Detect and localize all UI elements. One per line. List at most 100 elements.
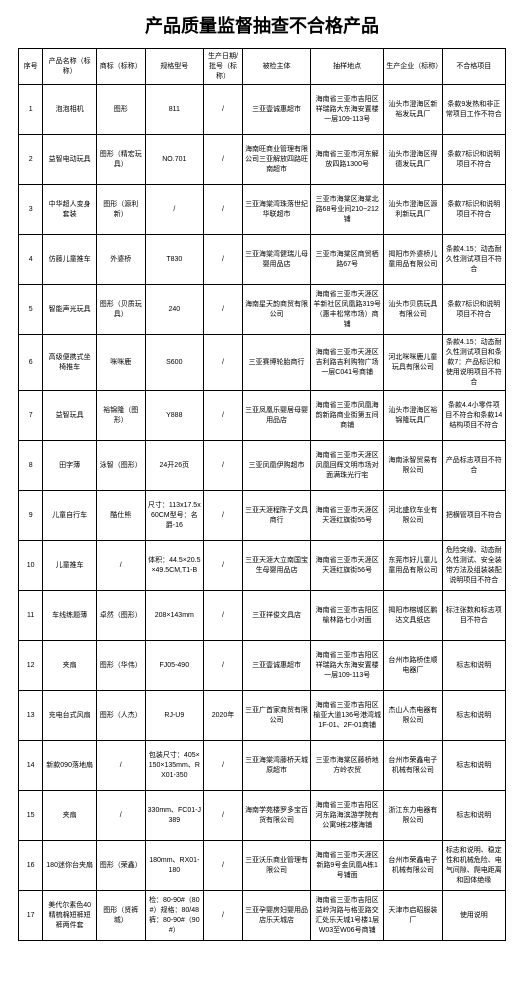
table-cell: 条款4.15：动态耐久性测试项目和条款7：产品标识和使用说明项目不符合 — [442, 335, 505, 391]
table-row: 3中华超人变身套装图形（源利新）//三亚海棠湾珠落世纪华联超市三亚市海棠区海棠北… — [19, 185, 506, 235]
table-cell: 15 — [19, 791, 43, 841]
table-cell: 海南省三亚市吉阳区祥瑞路大东海安置楼一层109-113号 — [311, 641, 384, 691]
table-cell: 汕头市澄海区源利新玩具厂 — [384, 185, 442, 235]
table-cell: 海南泳智贸易有限公司 — [384, 441, 442, 491]
table-cell: 8 — [19, 441, 43, 491]
table-cell: 三亚海棠湾藤桥天城原超市 — [242, 741, 310, 791]
table-cell: 图形（源利新） — [96, 185, 145, 235]
table-cell: FJ05-490 — [145, 641, 203, 691]
table-cell: 检：80-90#（80#）规格：80/48裤：80-90#（90#） — [145, 891, 203, 941]
table-cell: 图形（荣鑫） — [96, 841, 145, 891]
table-cell: 酷仕熊 — [96, 491, 145, 541]
table-cell: / — [204, 591, 243, 641]
table-cell: 台州市荣鑫电子机械有限公司 — [384, 841, 442, 891]
table-cell: 海南省三亚市天涯区新路9号金凤凰A栋1号铺面 — [311, 841, 384, 891]
table-cell: 13 — [19, 691, 43, 741]
table-row: 16180迷你台夹扇图形（荣鑫）180mm、RX01-180/三亚沃乐商业管理有… — [19, 841, 506, 891]
table-cell: 条款4.15：动态耐久性测试项目不符合 — [442, 235, 505, 285]
table-cell: 汕头市澄海区新裕发玩具厂 — [384, 85, 442, 135]
table-cell: 台州市荣鑫电子机械有限公司 — [384, 741, 442, 791]
table-cell: 智能声光玩具 — [43, 285, 97, 335]
table-cell: 揭阳市榕城区鹏达文具纸店 — [384, 591, 442, 641]
table-cell: 图形 — [96, 85, 145, 135]
table-cell: 天津市启昭服装厂 — [384, 891, 442, 941]
table-cell: 尺寸：113x17.5x60CM型号：名爵-16 — [145, 491, 203, 541]
table-cell: RJ-U9 — [145, 691, 203, 741]
table-cell: 泡泡相机 — [43, 85, 97, 135]
table-row: 9儿童自行车酷仕熊尺寸：113x17.5x60CM型号：名爵-16/三亚天涯程陈… — [19, 491, 506, 541]
table-cell: Y888 — [145, 391, 203, 441]
table-cell: 2020年 — [204, 691, 243, 741]
table-cell: 海南省三亚市河东解放四路1300号 — [311, 135, 384, 185]
table-cell: 揭阳市外婆桥儿童用品有限公司 — [384, 235, 442, 285]
table-cell: 180迷你台夹扇 — [43, 841, 97, 891]
table-cell: 14 — [19, 741, 43, 791]
table-cell: / — [204, 185, 243, 235]
table-cell: 河北咪咪鹿儿童玩具有限公司 — [384, 335, 442, 391]
table-cell: T830 — [145, 235, 203, 285]
table-cell: / — [204, 741, 243, 791]
table-cell: / — [204, 491, 243, 541]
table-cell: 208×143mm — [145, 591, 203, 641]
table-cell: 330mm、FC01-J389 — [145, 791, 203, 841]
table-cell: 三亚孕婴房妇婴用品店乐天城店 — [242, 891, 310, 941]
table-cell: 5 — [19, 285, 43, 335]
table-cell: 汕头市贝质玩具有限公司 — [384, 285, 442, 335]
table-cell: 海南省三亚市天涯区天涯红旗街56号 — [311, 541, 384, 591]
table-cell: 益智电动玩具 — [43, 135, 97, 185]
table-cell: / — [204, 285, 243, 335]
table-cell: 新款090落地扇 — [43, 741, 97, 791]
table-cell: / — [204, 841, 243, 891]
table-cell: 海南学苑楼罗多宝百货有限公司 — [242, 791, 310, 841]
table-cell: / — [204, 85, 243, 135]
table-row: 15夹扇/330mm、FC01-J389/海南学苑楼罗多宝百货有限公司海南省三亚… — [19, 791, 506, 841]
col-header-3: 规格型号 — [145, 49, 203, 85]
col-header-4: 生产日期/批号（标称） — [204, 49, 243, 85]
table-cell: 10 — [19, 541, 43, 591]
table-cell: 汕头市澄海区得德发玩具厂 — [384, 135, 442, 185]
table-cell: 标注张数和标志项目不符合 — [442, 591, 505, 641]
table-cell: / — [96, 541, 145, 591]
table-row: 7益智玩具裕锦隆（图形）Y888/三亚凤凰乐婴居母婴用品店海南省三亚市凤凰海韵新… — [19, 391, 506, 441]
table-row: 14新款090落地扇/包装尺寸：405×150×135mm、RX01-350/三… — [19, 741, 506, 791]
table-cell: 海南省三亚市吉阳区益岭沟路与格亚路交汇处乐天城1号楼1层W03至W06号商铺 — [311, 891, 384, 941]
table-cell: 三亚凤凰乐婴居母婴用品店 — [242, 391, 310, 441]
table-cell: 3 — [19, 185, 43, 235]
table-cell: 条款9发热和非正常项目工作不符合 — [442, 85, 505, 135]
table-cell: 4 — [19, 235, 43, 285]
table-row: 12夹扇图形（华伟）FJ05-490/三亚壹诚惠超市海南省三亚市吉阳区祥瑞路大东… — [19, 641, 506, 691]
table-cell: 中华超人变身套装 — [43, 185, 97, 235]
table-row: 6高级便携式坐椅推车咪咪鹿S600/三亚赛博轮胎商行海南省三亚市天涯区吉利路吉利… — [19, 335, 506, 391]
table-cell: 三亚凤凰伊购超市 — [242, 441, 310, 491]
table-row: 1泡泡相机图形811/三亚壹诚惠超市海南省三亚市吉阳区祥瑞路大东海安置楼一层10… — [19, 85, 506, 135]
table-cell: 外婆桥 — [96, 235, 145, 285]
table-cell: 17 — [19, 891, 43, 941]
table-cell: 三亚天涯大立南国宝生母婴用品店 — [242, 541, 310, 591]
table-cell: 标志和说明 — [442, 791, 505, 841]
table-row: 8田字薄泳智（图形）24开26页/三亚凤凰伊购超市海南省三亚市天涯区凤凰回辉文明… — [19, 441, 506, 491]
col-header-6: 抽样地点 — [311, 49, 384, 85]
table-cell: 三亚市海棠区海棠北路68号业间210~212铺 — [311, 185, 384, 235]
table-cell: / — [204, 335, 243, 391]
table-cell: 裕锦隆（图形） — [96, 391, 145, 441]
table-row: 10儿童推车/体积：44.5×20.5×49.5CM,T1-B/三亚天涯大立南国… — [19, 541, 506, 591]
table-header-row: 序号产品名称（标称）商标（标称）规格型号生产日期/批号（标称）被检主体抽样地点生… — [19, 49, 506, 85]
table-cell: / — [204, 641, 243, 691]
table-cell: 条款7标识和说明项目不符合 — [442, 185, 505, 235]
table-cell: / — [204, 235, 243, 285]
table-cell: 夹扇 — [43, 641, 97, 691]
col-header-2: 商标（标称） — [96, 49, 145, 85]
table-cell: 条款7标识和说明项目不符合 — [442, 135, 505, 185]
table-cell: 海南省三亚市吉阳区榆林路七小对面 — [311, 591, 384, 641]
table-cell: 三亚海棠湾珠落世纪华联超市 — [242, 185, 310, 235]
table-cell: 三亚壹诚惠超市 — [242, 85, 310, 135]
table-cell: 泳智（图形） — [96, 441, 145, 491]
table-row: 4仿藤儿童推车外婆桥T830/三亚海棠湾健瑞儿母婴用品店三亚市海棠区商贸栖路67… — [19, 235, 506, 285]
table-cell: 11 — [19, 591, 43, 641]
table-row: 13充电台式风扇图形（人杰）RJ-U92020年三亚广首家商贸有限公司海南省三亚… — [19, 691, 506, 741]
table-cell: 三亚祥俊文具店 — [242, 591, 310, 641]
table-cell: 三亚天涯程陈子文具商行 — [242, 491, 310, 541]
table-cell: 使用说明 — [442, 891, 505, 941]
table-cell: 24开26页 — [145, 441, 203, 491]
table-cell: 包装尺寸：405×150×135mm、RX01-350 — [145, 741, 203, 791]
